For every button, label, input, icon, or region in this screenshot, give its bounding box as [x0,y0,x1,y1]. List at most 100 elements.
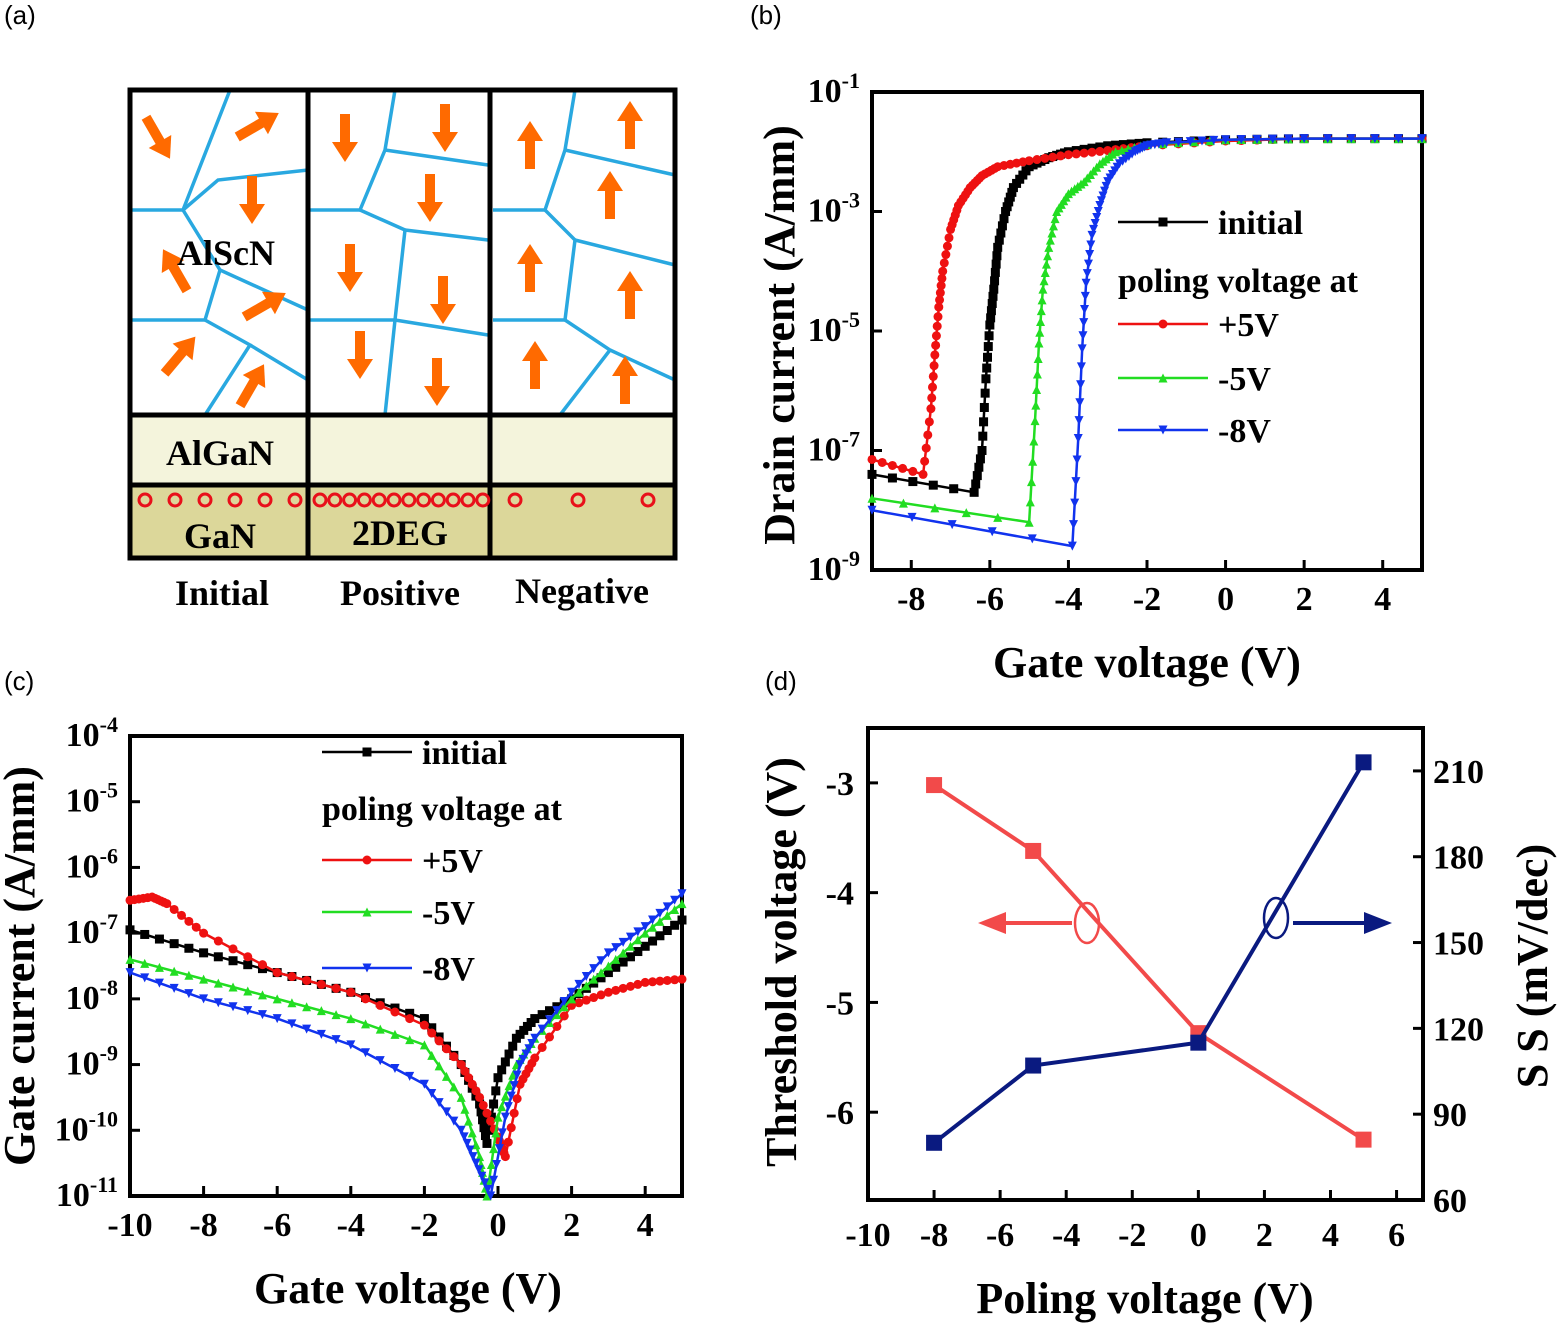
data-point [434,1098,444,1108]
y-tick-label: 10-4 [66,712,118,754]
data-point [640,977,650,987]
data-point [419,1079,429,1089]
plot-frame [870,90,1424,572]
data-point [493,1112,503,1122]
data-point [1037,295,1047,305]
data-point [670,975,680,985]
data-point [1190,1034,1207,1051]
x-tick-label: -4 [337,1207,365,1244]
data-point [482,1138,492,1148]
data-point [908,477,918,487]
x-tick-label: -6 [976,581,1004,618]
data-point [1355,1131,1372,1148]
y-tick-label: 10-11 [56,1172,118,1214]
data-point [975,454,985,464]
data-point [926,1134,943,1151]
electron-icon [327,492,343,508]
data-point [921,443,931,453]
legend-entry: -5V [1218,361,1271,398]
series-line [932,783,1365,1142]
data-point [478,1100,488,1110]
data-point [655,931,665,941]
polarization-arrow-icon [141,114,172,159]
x-axis-label: Poling voltage (V) [976,1274,1313,1323]
data-point [497,1128,507,1138]
data-point [331,983,341,993]
data-point [316,979,326,989]
x-tick-label: -2 [410,1207,438,1244]
data-point [316,1006,326,1016]
polarization-arrow-icon [239,176,265,224]
data-point [908,466,918,476]
data-point [633,947,643,957]
data-point [460,1104,470,1114]
data-point [460,1066,470,1076]
data-point [993,242,1003,252]
data-point [887,460,897,470]
data-point [947,520,957,530]
algan-label: AlGaN [166,433,274,473]
y-tick-label: -3 [826,766,854,803]
series-line [932,761,1366,1145]
x-tick-label: 6 [1388,1217,1405,1254]
data-point [648,922,658,932]
data-point [482,1108,492,1118]
x-tick-label: -6 [263,1207,291,1244]
data-point [512,1070,522,1080]
data-point [633,935,643,945]
data-point [228,982,238,992]
polarization-arrow-icon [235,364,266,409]
data-point [618,948,628,958]
data-point [464,1116,474,1126]
alscn-label: AlScN [177,233,275,273]
data-point [464,1073,474,1083]
panel-b: (b) 10-9 10-7 10-5 10-3 10-1 -8 -6 -4 -2 0 2 4 Gat… [750,0,1427,687]
data-point [625,932,635,942]
data-point [1093,207,1103,216]
data-point [981,374,991,384]
data-point [648,915,658,925]
data-point [589,974,599,984]
polarization-arrow-icon [617,271,643,319]
data-point [125,925,135,935]
electron-icon [371,492,387,508]
series--5V [125,899,687,1201]
data-point [1036,316,1046,326]
series-right [926,754,1372,1151]
data-point [990,267,1000,277]
data-point [974,462,984,472]
data-point [491,1086,501,1096]
data-point [503,1137,513,1147]
data-point [441,1071,451,1081]
data-point [449,1082,459,1092]
y-tick-label: 10-9 [66,1041,118,1083]
data-point [655,976,665,986]
series-line [871,137,1422,524]
data-point [655,908,665,918]
legend-marker-icon [362,855,372,865]
data-point [1007,187,1017,197]
column-label-negative: Negative [515,571,649,611]
data-point [918,469,928,479]
data-point [441,1107,451,1117]
series-group [867,134,1427,551]
polarization-arrow-icon [161,249,192,294]
data-point [213,978,223,988]
data-point [1024,156,1034,166]
electron-icon [227,492,243,508]
data-point [506,1091,516,1101]
data-point [603,968,613,978]
data-point [1070,498,1080,508]
data-point [1085,250,1095,260]
x-tick-label: 4 [637,1207,654,1244]
data-point [449,1052,459,1062]
data-point [567,987,577,997]
data-point [1040,153,1050,163]
y-tick-label: -4 [826,876,854,913]
data-point [500,1057,510,1067]
data-point [486,1116,496,1126]
data-point [1028,456,1038,466]
data-point [1370,134,1380,144]
data-point [979,417,989,427]
data-point [887,473,897,483]
